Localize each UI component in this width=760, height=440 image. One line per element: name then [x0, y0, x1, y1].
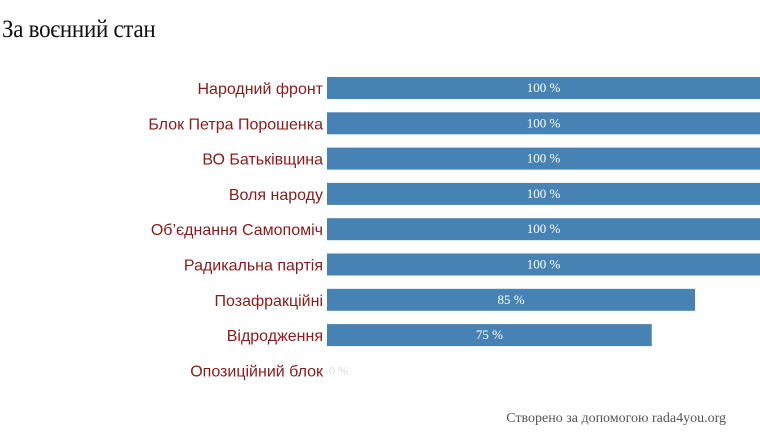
bar[interactable] — [327, 218, 760, 241]
category-label: Блок Петра Порошенка — [148, 116, 323, 133]
value-label: 100 % — [527, 151, 561, 166]
value-label: 85 % — [497, 292, 524, 307]
category-label: Народний фронт — [197, 81, 323, 98]
category-label: Опозиційний блок — [190, 363, 324, 380]
value-label: 100 % — [527, 80, 561, 95]
bar[interactable] — [327, 77, 760, 99]
value-label: 100 % — [527, 115, 561, 130]
value-label: 100 % — [527, 221, 561, 236]
bar[interactable] — [327, 324, 652, 347]
category-label: ВО Батьківщина — [202, 152, 323, 169]
value-label: 100 % — [527, 186, 561, 201]
bar[interactable] — [327, 182, 760, 205]
value-label: 100 % — [527, 257, 561, 272]
bar[interactable] — [327, 112, 760, 135]
bar[interactable] — [327, 147, 760, 170]
category-label: Відродження — [227, 328, 323, 345]
category-label: Об’єднання Самопоміч — [151, 222, 323, 239]
category-label: Радикальна партія — [184, 258, 323, 275]
bars-layer: Народний фронт 100 % Блок Петра Порошенка 1… — [148, 77, 760, 380]
footer-credit[interactable]: Створено за допомогою rada4you.org — [506, 411, 726, 426]
chart-title: За воєнний стан — [2, 16, 156, 43]
value-label: 0 % — [329, 363, 348, 377]
bar[interactable] — [327, 288, 696, 311]
value-label: 75 % — [476, 327, 503, 342]
category-label: Позафракційні — [215, 293, 323, 310]
bar[interactable] — [327, 253, 760, 276]
category-label: Воля народу — [229, 187, 323, 204]
